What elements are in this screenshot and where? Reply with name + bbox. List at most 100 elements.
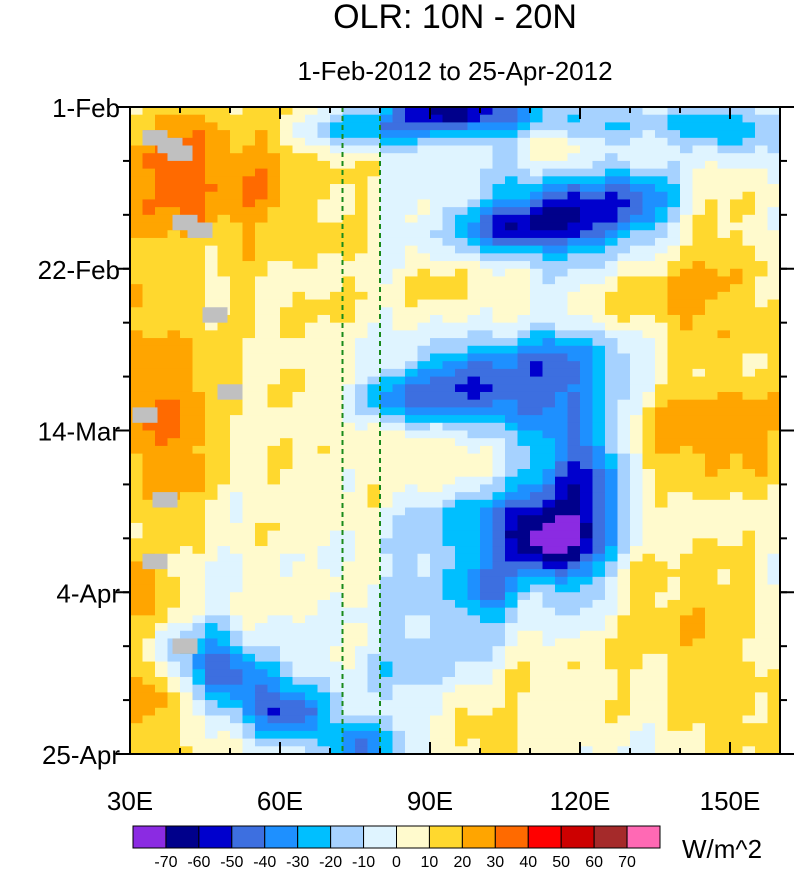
heatmap-cell <box>755 214 769 224</box>
heatmap-cell <box>767 661 781 670</box>
heatmap-cell <box>342 746 356 755</box>
heatmap-cell <box>242 168 256 177</box>
heatmap-cell <box>417 245 431 254</box>
heatmap-cell <box>305 207 319 216</box>
heatmap-cell <box>505 484 519 493</box>
heatmap-cell <box>130 661 144 670</box>
heatmap-cell <box>505 538 519 547</box>
heatmap-cell <box>442 430 456 439</box>
heatmap-cell <box>442 638 456 647</box>
heatmap-cell <box>467 576 481 586</box>
heatmap-cell <box>192 592 206 601</box>
heatmap-cell <box>642 453 656 462</box>
heatmap-cell <box>492 160 506 170</box>
heatmap-cell <box>417 646 431 655</box>
heatmap-cell <box>555 253 569 262</box>
heatmap-cell <box>217 546 231 555</box>
heatmap-cell <box>630 445 644 455</box>
heatmap-cell <box>555 438 569 447</box>
heatmap-cell <box>517 646 531 655</box>
heatmap-cell <box>605 669 619 678</box>
heatmap-cell <box>630 384 644 393</box>
heatmap-cell <box>217 561 231 570</box>
heatmap-cell <box>142 676 156 686</box>
heatmap-cell <box>192 438 206 447</box>
heatmap-cell <box>717 314 731 324</box>
heatmap-cell <box>405 422 419 432</box>
heatmap-cell <box>642 330 656 339</box>
heatmap-cell <box>267 476 281 486</box>
heatmap-cell <box>305 576 319 586</box>
heatmap-cell <box>717 653 731 663</box>
heatmap-cell <box>467 422 481 432</box>
heatmap-cell <box>180 160 194 170</box>
heatmap-cell <box>592 361 606 370</box>
heatmap-cell <box>267 653 281 663</box>
heatmap-cell <box>342 376 356 385</box>
heatmap-cell <box>605 576 619 586</box>
heatmap-cell <box>292 253 306 262</box>
heatmap-cell <box>167 469 181 478</box>
heatmap-cell <box>205 268 219 278</box>
heatmap-cell <box>617 107 631 116</box>
heatmap-cell <box>555 153 569 162</box>
heatmap-cell <box>192 723 206 732</box>
heatmap-cell <box>655 599 669 609</box>
heatmap-cell <box>730 361 744 370</box>
heatmap-cell <box>642 653 656 663</box>
heatmap-cell <box>330 746 344 755</box>
heatmap-cell <box>155 700 169 709</box>
heatmap-cell <box>555 461 569 470</box>
heatmap-cell <box>330 237 344 247</box>
heatmap-cell <box>180 253 194 262</box>
heatmap-cell <box>367 430 381 439</box>
y-tick-label: 1-Feb <box>52 93 120 123</box>
heatmap-cell <box>305 499 319 509</box>
heatmap-cell <box>367 661 381 670</box>
heatmap-cell <box>405 276 419 285</box>
heatmap-cell <box>455 584 469 593</box>
heatmap-cell <box>342 715 356 724</box>
heatmap-cell <box>580 676 594 686</box>
heatmap-cell <box>242 522 256 532</box>
heatmap-cell <box>255 484 269 493</box>
heatmap-cell <box>342 484 356 493</box>
heatmap-cell <box>680 546 694 555</box>
heatmap-cell <box>667 576 681 586</box>
heatmap-cell <box>417 592 431 601</box>
heatmap-cell <box>392 230 406 239</box>
heatmap-cell <box>355 738 369 747</box>
heatmap-cell <box>330 592 344 601</box>
heatmap-cell <box>542 530 556 539</box>
heatmap-cell <box>580 569 594 578</box>
heatmap-cell <box>680 415 694 424</box>
heatmap-cell <box>380 684 394 693</box>
heatmap-cell <box>167 522 181 532</box>
heatmap-cell <box>280 137 294 147</box>
heatmap-cell <box>305 661 319 670</box>
heatmap-cell <box>555 276 569 285</box>
heatmap-cell <box>317 507 331 516</box>
heatmap-cell <box>542 553 556 563</box>
heatmap-cell <box>767 368 781 378</box>
heatmap-cell <box>667 299 681 308</box>
heatmap-cell <box>367 114 381 123</box>
heatmap-cell <box>605 723 619 732</box>
heatmap-cell <box>717 407 731 416</box>
heatmap-cell <box>517 391 531 401</box>
heatmap-cell <box>755 353 769 362</box>
heatmap-cell <box>642 730 656 740</box>
heatmap-cell <box>705 499 719 509</box>
heatmap-cell <box>167 299 181 308</box>
heatmap-cell <box>317 661 331 670</box>
heatmap-cell <box>630 145 644 154</box>
heatmap-cell <box>530 222 544 231</box>
heatmap-cell <box>342 453 356 462</box>
heatmap-cell <box>717 723 731 732</box>
heatmap-cell <box>605 122 619 131</box>
heatmap-cell <box>405 222 419 231</box>
heatmap-cell <box>205 499 219 509</box>
heatmap-cell <box>167 322 181 331</box>
heatmap-cell <box>205 538 219 547</box>
